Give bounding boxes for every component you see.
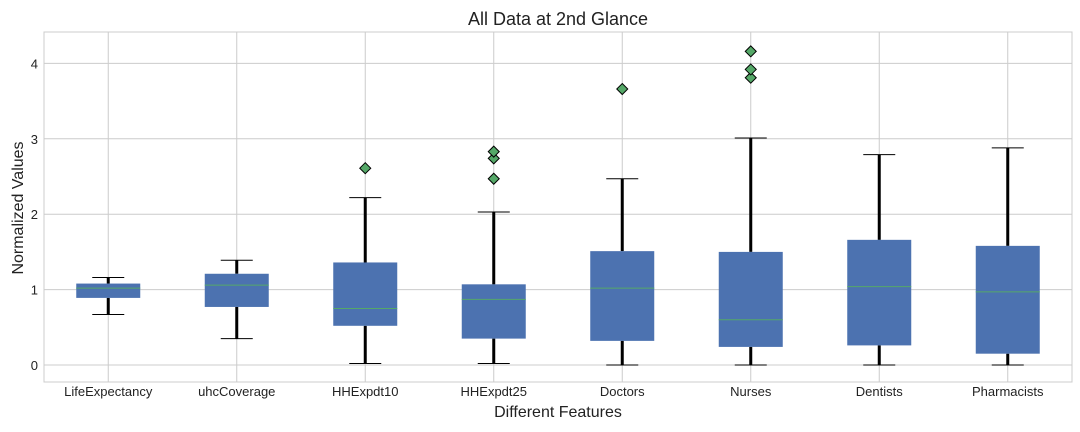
iqr-box xyxy=(333,262,398,326)
box-group xyxy=(718,45,783,366)
iqr-box xyxy=(204,273,269,307)
iqr-box xyxy=(76,283,141,298)
outlier-point xyxy=(487,172,500,185)
outlier-point xyxy=(744,45,757,58)
x-tick-label: Nurses xyxy=(730,384,772,399)
y-tick-label: 3 xyxy=(31,132,38,147)
x-tick-label: uhcCoverage xyxy=(198,384,275,399)
iqr-box xyxy=(461,284,526,339)
iqr-box xyxy=(847,239,912,346)
x-axis-label: Different Features xyxy=(494,404,622,421)
box-group xyxy=(333,161,398,364)
iqr-box xyxy=(975,245,1040,354)
chart-title: All Data at 2nd Glance xyxy=(468,9,648,29)
x-tick-label: LifeExpectancy xyxy=(64,384,153,399)
outlier-point xyxy=(744,71,757,84)
box-group xyxy=(975,147,1040,366)
y-tick-label: 2 xyxy=(31,207,38,222)
outlier-point xyxy=(744,63,757,76)
outlier-point xyxy=(359,161,372,175)
box-group xyxy=(461,145,526,364)
x-axis-ticks: LifeExpectancy uhcCoverage HHExpdt10 HHExpd… xyxy=(64,384,1044,399)
outlier-point xyxy=(487,145,500,158)
box-group xyxy=(76,277,141,315)
y-axis-label: Normalized Values xyxy=(10,141,27,274)
x-tick-label: Dentists xyxy=(856,384,903,399)
box-group xyxy=(590,82,655,366)
x-tick-label: HHExpdt10 xyxy=(332,384,398,399)
iqr-box xyxy=(718,251,783,347)
y-axis-ticks: 0 1 2 3 4 xyxy=(31,56,38,373)
outlier-point xyxy=(616,82,629,96)
iqr-box xyxy=(590,251,655,341)
y-tick-label: 1 xyxy=(31,283,38,298)
plot-frame xyxy=(43,31,1073,383)
outlier-point xyxy=(487,152,500,165)
x-tick-label: Pharmacists xyxy=(972,384,1044,399)
x-tick-label: HHExpdt25 xyxy=(461,384,527,399)
boxes xyxy=(76,45,1040,366)
x-tick-label: Doctors xyxy=(600,384,645,399)
y-tick-label: 4 xyxy=(31,56,38,71)
box-group xyxy=(204,259,269,340)
box-group xyxy=(847,154,912,366)
grid xyxy=(43,31,1073,383)
y-tick-label: 0 xyxy=(31,358,38,373)
